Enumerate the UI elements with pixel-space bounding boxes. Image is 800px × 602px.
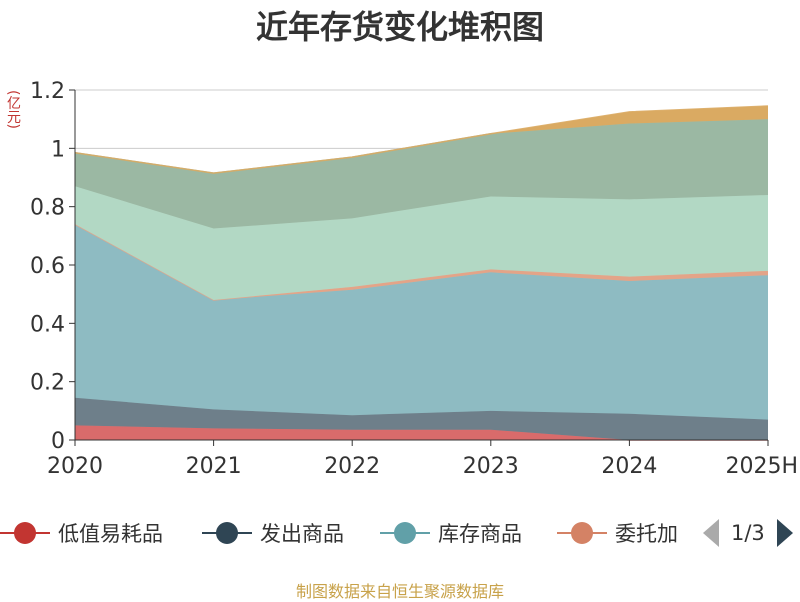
legend-label: 委托加	[615, 522, 678, 546]
x-tick-label-2: 2022	[324, 454, 380, 479]
legend-next-page-icon[interactable]	[776, 519, 793, 547]
y-tick-label-3: 0.6	[30, 254, 65, 279]
area-series-4	[75, 186, 768, 300]
legend-label: 发出商品	[260, 522, 344, 546]
legend-dot-icon	[571, 522, 593, 544]
legend-item-0[interactable]: 低值易耗品	[0, 513, 163, 553]
y-tick-label-6: 1.2	[30, 79, 65, 104]
legend-item-1[interactable]: 发出商品	[202, 513, 344, 553]
area-series-1	[75, 397, 768, 440]
legend-dot-icon	[14, 522, 36, 544]
x-tick-label-0: 2020	[47, 454, 103, 479]
area-series-5	[75, 119, 768, 229]
y-axis-unit-label: (亿元)	[5, 90, 21, 129]
y-tick-label-0: 0	[51, 429, 65, 454]
y-tick-label-1: 0.2	[30, 371, 65, 396]
y-tick-label-2: 0.4	[30, 312, 65, 337]
legend-symbol-icon	[202, 513, 252, 553]
line-series-6	[74, 105, 769, 174]
chart-title: 近年存货变化堆积图	[255, 8, 544, 46]
legend-pager: 1/3	[703, 513, 793, 553]
x-tick-label-5: 2025H	[725, 454, 798, 479]
y-tick-label-5: 1	[51, 137, 65, 162]
legend-label: 库存商品	[438, 522, 522, 546]
source-note: 制图数据来自恒生聚源数据库	[295, 582, 504, 601]
legend-prev-page-icon[interactable]	[703, 519, 719, 547]
legend-page-indicator: 1/3	[731, 521, 765, 545]
legend-item-2[interactable]: 库存商品	[380, 513, 522, 553]
y-tick-label-4: 0.8	[30, 196, 65, 221]
legend-dot-icon	[216, 522, 238, 544]
legend-symbol-icon	[0, 513, 50, 553]
x-tick-label-3: 2023	[463, 454, 519, 479]
legend-symbol-icon	[557, 513, 607, 553]
area-series-6	[75, 106, 768, 174]
legend-symbol-icon	[380, 513, 430, 553]
legend: 低值易耗品 发出商品 库存商品 委托加	[0, 513, 800, 553]
area-series-2	[75, 224, 768, 420]
x-tick-label-4: 2024	[601, 454, 657, 479]
legend-item-3[interactable]: 委托加	[557, 513, 678, 553]
x-tick-label-1: 2021	[186, 454, 242, 479]
legend-dot-icon	[394, 522, 416, 544]
legend-label: 低值易耗品	[58, 522, 163, 546]
